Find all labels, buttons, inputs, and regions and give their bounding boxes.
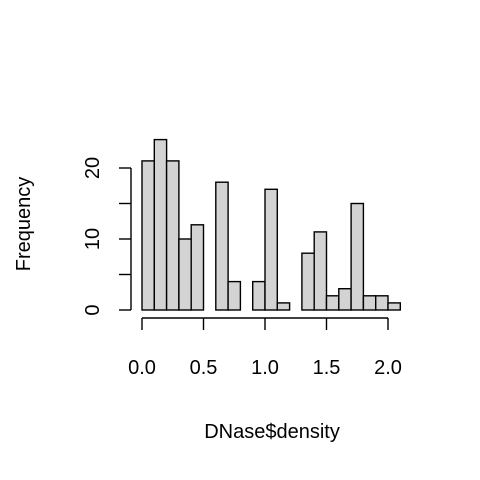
- x-tick-label-0: 0.0: [128, 357, 156, 379]
- bars-group: [141, 138, 402, 311]
- histogram-bar-18: [362, 295, 377, 311]
- histogram-bar-13: [301, 252, 315, 311]
- histogram-bar-10: [264, 188, 279, 311]
- y-tick-label-4: 20: [82, 157, 104, 179]
- x-tick-label-1: 0.5: [190, 357, 218, 379]
- histogram-bar-7: [227, 280, 242, 311]
- histogram-bar-6: [215, 181, 229, 311]
- x-axis: 0.0 0.5 1.0 1.5 2.0: [128, 317, 402, 379]
- histogram-bar-11: [276, 302, 291, 311]
- histogram-bar-3: [178, 238, 192, 311]
- y-tick-label-0: 0: [82, 304, 104, 315]
- histogram-bar-2: [165, 160, 180, 311]
- x-tick-label-3: 1.5: [313, 357, 341, 379]
- x-tick-label-4: 2.0: [374, 357, 402, 379]
- histogram-bar-9: [251, 280, 266, 311]
- histogram-bar-0: [141, 160, 156, 311]
- histogram-bar-4: [190, 224, 205, 311]
- x-tick-label-2: 1.0: [251, 357, 279, 379]
- y-axis: 0 10 20: [82, 157, 132, 316]
- histogram-bar-17: [350, 202, 365, 311]
- histogram-bar-15: [325, 295, 340, 311]
- y-axis-label: Frequency: [13, 177, 35, 272]
- histogram-bar-19: [375, 295, 389, 311]
- histogram-bar-20: [387, 302, 402, 311]
- x-axis-label: DNase$density: [204, 421, 340, 443]
- histogram-bar-14: [313, 231, 328, 311]
- histogram-bar-1: [153, 138, 168, 311]
- histogram-bar-16: [338, 288, 352, 311]
- y-tick-label-2: 10: [82, 228, 104, 250]
